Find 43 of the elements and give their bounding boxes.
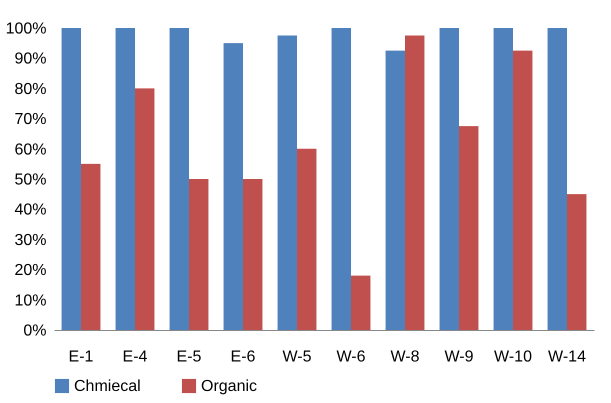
x-tick-label: E-4 <box>122 348 148 366</box>
bar <box>386 50 405 330</box>
bar <box>62 28 81 330</box>
bar <box>513 50 532 330</box>
y-tick-label: 10% <box>14 292 46 310</box>
bar <box>189 179 208 330</box>
bar <box>116 28 135 330</box>
legend-label: Chmiecal <box>74 378 141 395</box>
y-tick-label: 20% <box>14 262 46 280</box>
bar <box>405 36 424 330</box>
bar <box>567 194 586 330</box>
bar <box>224 43 243 330</box>
y-tick-label: 90% <box>14 50 46 68</box>
x-tick-label: W-8 <box>390 348 420 366</box>
y-tick-label: 0% <box>23 322 46 340</box>
y-tick-label: 50% <box>14 172 46 188</box>
bar <box>351 276 370 330</box>
x-tick-label: W-5 <box>282 348 312 366</box>
bar <box>297 148 316 330</box>
y-tick-label: 100% <box>6 20 46 38</box>
x-tick-label: E-5 <box>176 348 202 366</box>
bar <box>332 28 351 330</box>
x-tick-label: W-9 <box>444 348 474 366</box>
bar <box>440 28 459 330</box>
bar <box>135 88 154 330</box>
bar <box>459 126 478 330</box>
bar <box>278 36 297 330</box>
bar <box>81 164 100 330</box>
y-tick-label: 70% <box>14 111 46 128</box>
y-tick-label: 30% <box>14 232 46 249</box>
bar <box>243 179 262 330</box>
bar <box>548 28 567 330</box>
bar <box>170 28 189 330</box>
x-tick-label: W-14 <box>548 348 586 366</box>
x-tick-label: W-10 <box>494 348 532 366</box>
y-tick-label: 40% <box>14 202 46 219</box>
legend-label: Organic <box>201 378 258 395</box>
y-tick-label: 80% <box>14 80 46 98</box>
x-tick-label: W-6 <box>336 348 366 366</box>
bar <box>494 28 513 330</box>
x-tick-label: E-1 <box>68 348 94 366</box>
x-tick-label: E-6 <box>230 348 256 366</box>
y-tick-label: 60% <box>14 141 46 158</box>
